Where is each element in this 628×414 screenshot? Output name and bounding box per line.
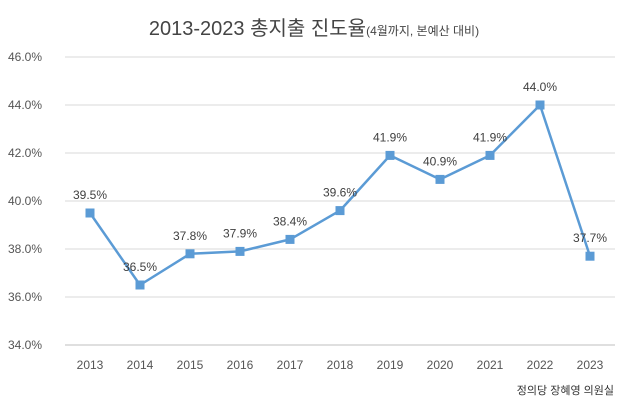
x-tick-label: 2014 — [127, 358, 154, 372]
data-point-marker — [435, 174, 445, 184]
data-point-marker — [485, 150, 495, 160]
y-tick-label: 34.0% — [8, 338, 42, 352]
data-label: 40.9% — [423, 154, 457, 168]
data-label: 41.9% — [473, 130, 507, 144]
data-point-marker — [85, 208, 95, 218]
y-tick-label: 44.0% — [8, 98, 42, 112]
y-tick-label: 40.0% — [8, 194, 42, 208]
data-label: 38.4% — [273, 214, 307, 228]
x-tick-label: 2023 — [577, 358, 604, 372]
data-label: 44.0% — [523, 80, 557, 94]
data-point-marker — [185, 249, 195, 259]
x-tick-label: 2019 — [377, 358, 404, 372]
data-label: 37.7% — [573, 231, 607, 245]
data-label: 37.9% — [223, 226, 257, 240]
x-tick-label: 2020 — [427, 358, 454, 372]
x-tick-label: 2021 — [477, 358, 504, 372]
data-point-marker — [235, 246, 245, 256]
data-label: 37.8% — [173, 229, 207, 243]
data-point-marker — [335, 206, 345, 216]
data-label: 39.5% — [73, 188, 107, 202]
source-note: 정의당 장혜영 의원실 — [516, 385, 614, 397]
title-subtitle: (4월까지, 본예산 대비) — [366, 24, 480, 38]
data-point-marker — [285, 234, 295, 244]
x-tick-label: 2016 — [227, 358, 254, 372]
data-point-marker — [135, 280, 145, 290]
data-point-marker — [535, 100, 545, 110]
x-tick-label: 2022 — [527, 358, 554, 372]
y-tick-label: 36.0% — [8, 290, 42, 304]
x-tick-label: 2015 — [177, 358, 204, 372]
data-point-marker — [385, 150, 395, 160]
data-label: 36.5% — [123, 260, 157, 274]
chart-title: 2013-2023 총지출 진도율(4월까지, 본예산 대비) — [0, 12, 628, 41]
data-label: 41.9% — [373, 130, 407, 144]
y-tick-label: 42.0% — [8, 146, 42, 160]
data-label: 39.6% — [323, 186, 357, 200]
x-tick-label: 2013 — [77, 358, 104, 372]
title-main: 2013-2023 총지출 진도율 — [148, 18, 367, 40]
data-point-marker — [585, 251, 595, 261]
y-tick-label: 38.0% — [8, 242, 42, 256]
x-tick-label: 2017 — [277, 358, 304, 372]
x-tick-label: 2018 — [327, 358, 354, 372]
y-tick-label: 46.0% — [8, 50, 42, 64]
